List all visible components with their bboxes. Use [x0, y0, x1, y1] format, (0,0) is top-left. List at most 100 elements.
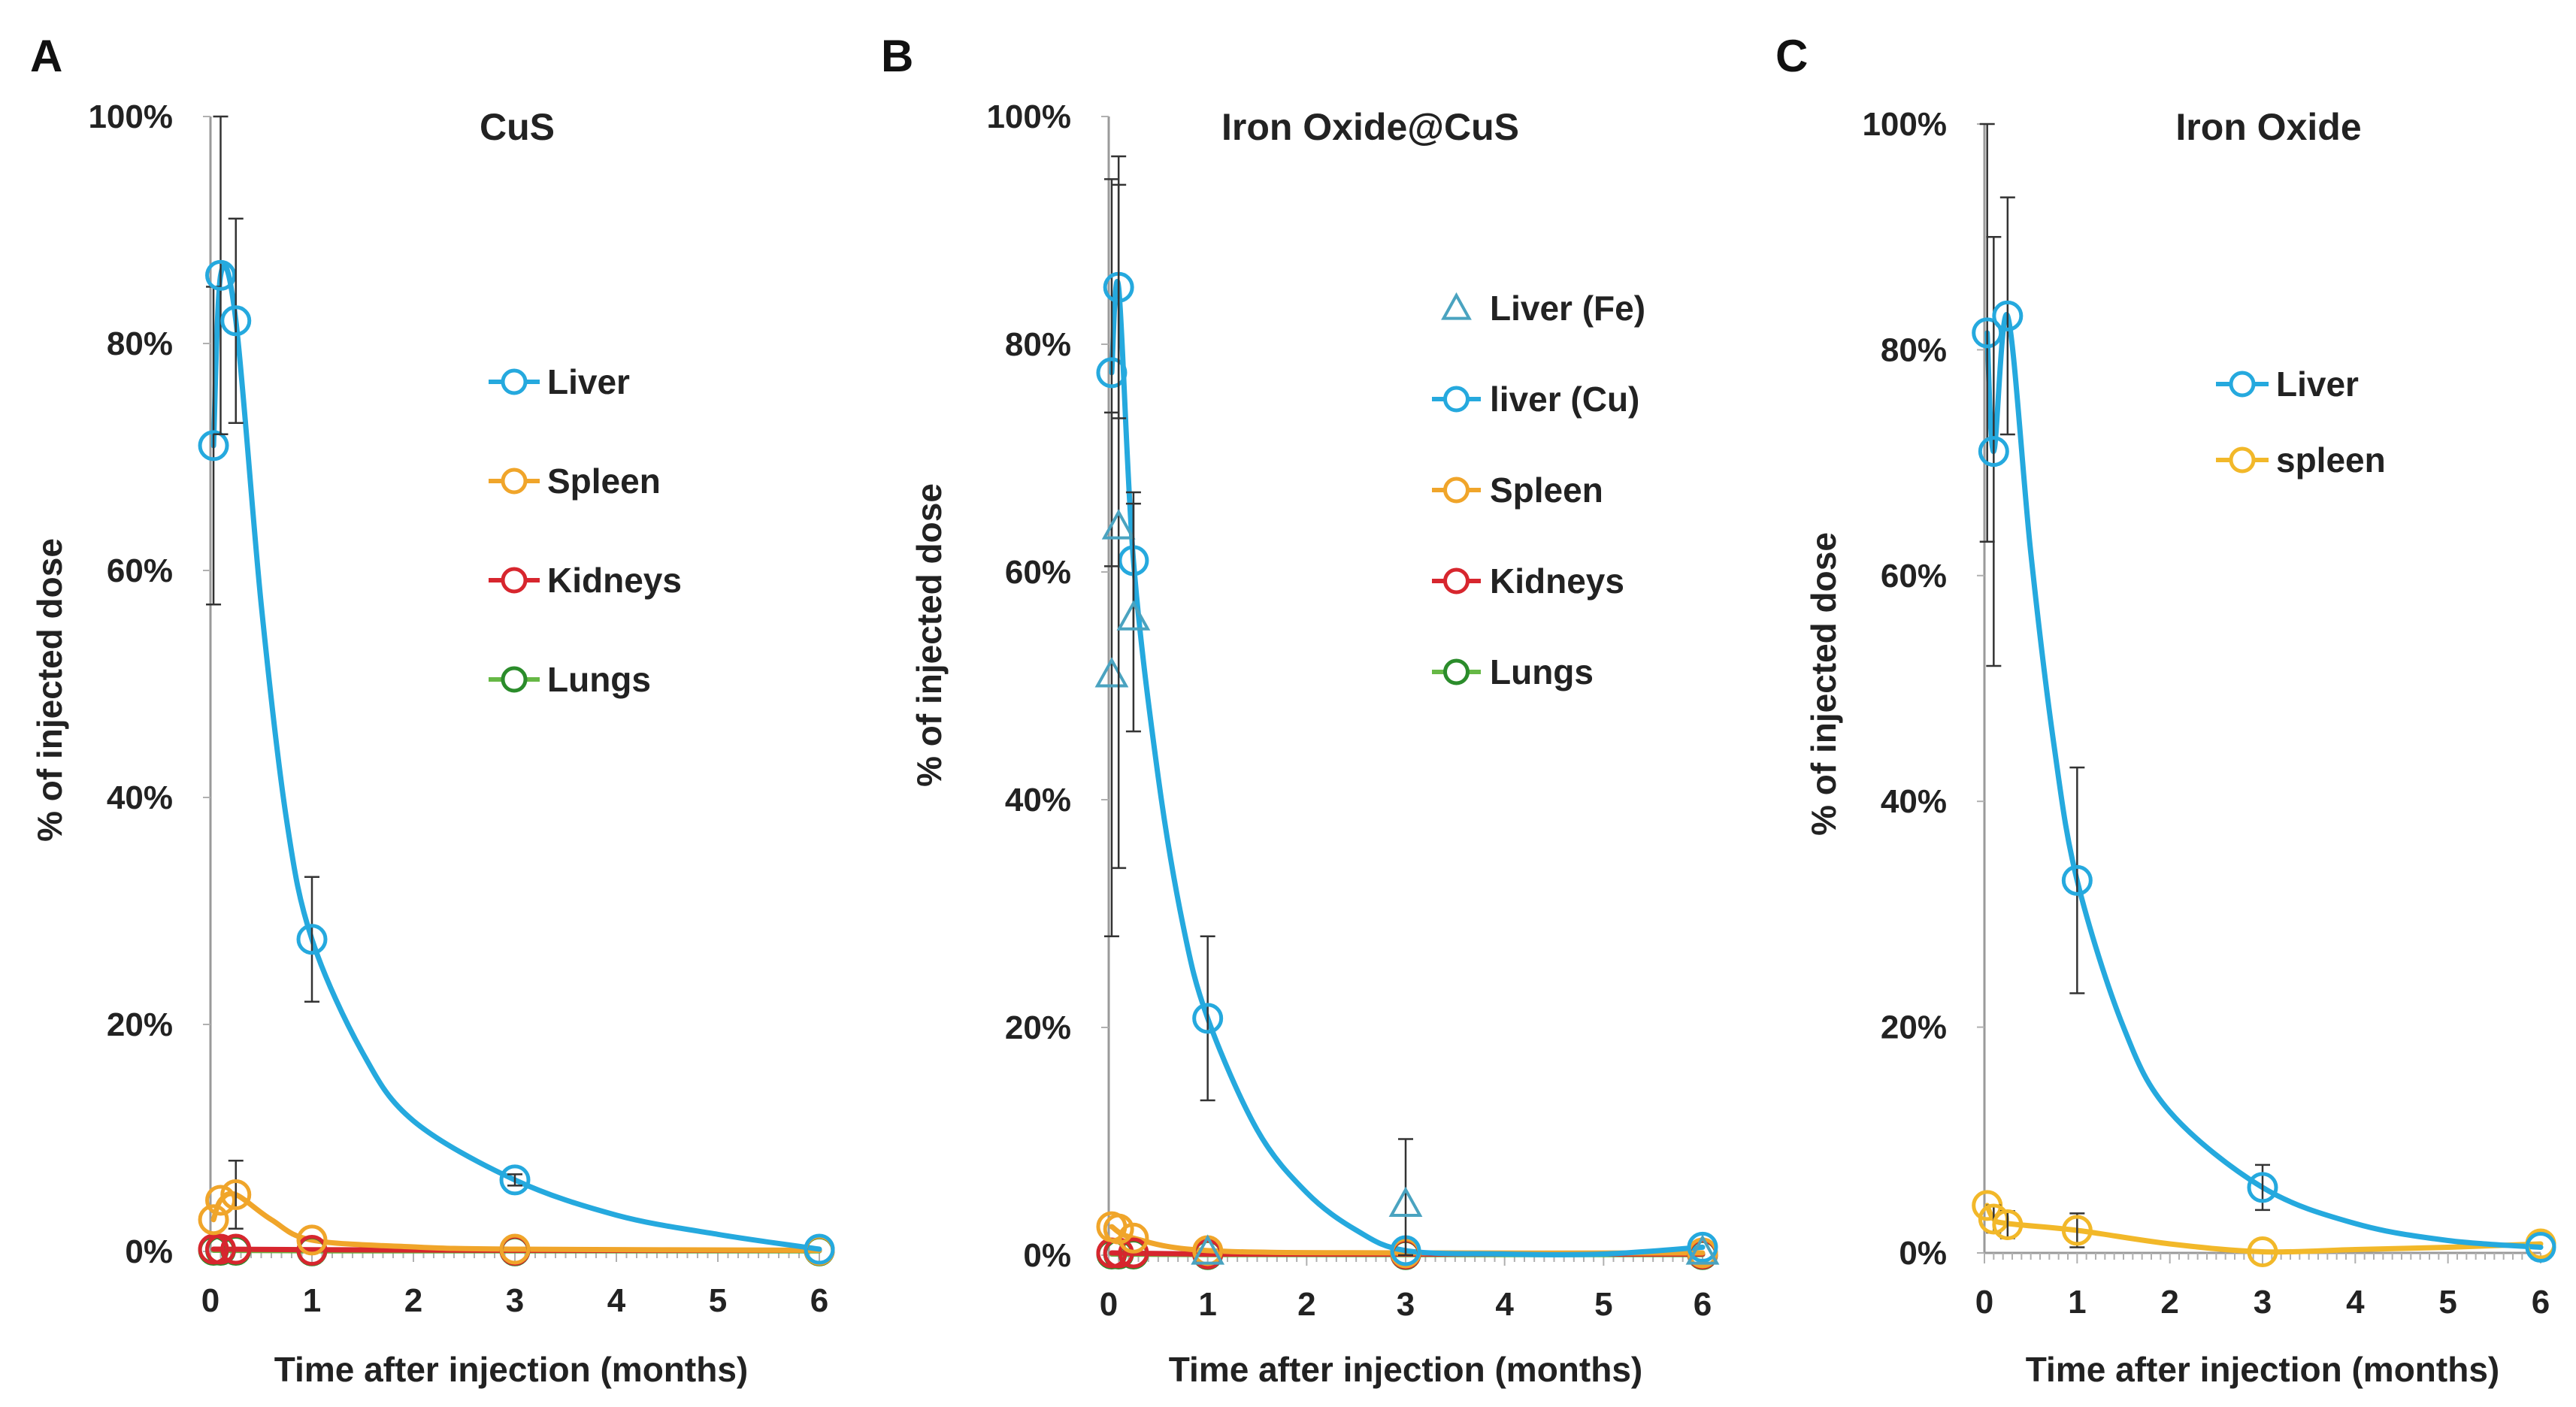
y-tick-label: 80%: [1005, 326, 1071, 363]
y-axis-label-a: % of injected dose: [30, 538, 69, 842]
y-tick-label: 60%: [107, 552, 173, 589]
tick-labels-c: 0% 20% 40% 60% 80% 100% 0 1 2 3 4 5 6: [1862, 106, 2550, 1321]
data-point-liver: [499, 1164, 531, 1196]
plot-area-a: [198, 115, 835, 1266]
legend-marker: [1443, 386, 1470, 413]
legend-label: liver (Cu): [1490, 380, 1639, 419]
x-tick-label: 1: [1198, 1286, 1216, 1323]
legend-item-spleen: Spleen: [489, 461, 661, 501]
x-tick-label: 6: [810, 1282, 828, 1319]
data-point-spleen: [205, 1185, 236, 1216]
data-point-spleen: [2061, 1215, 2093, 1246]
legend-item-spleen: Spleen: [1432, 471, 1603, 510]
data-point-spleen: [1118, 1222, 1149, 1254]
data-point-liver: [296, 924, 328, 955]
data-point-liver: [1992, 300, 2024, 331]
tick-labels-b: 0% 20% 40% 60% 80% 100% 0 1 2 3 4 5 6: [986, 98, 1712, 1323]
y-tick-label: 80%: [1881, 331, 1947, 368]
x-tick-label: 0: [1100, 1286, 1118, 1323]
plot-area-c: [1972, 123, 2556, 1267]
data-point-kidneys: [205, 1233, 236, 1265]
series-line-liver: [210, 263, 822, 1252]
x-tick-label: 3: [1397, 1286, 1415, 1323]
legend-marker: [1443, 477, 1470, 504]
legend-label: Liver: [2276, 365, 2359, 404]
y-axis-label-c: % of injected dose: [1804, 532, 1843, 836]
legend-item-liver-fe: Liver (Fe): [1441, 289, 1645, 328]
legend-marker: [1443, 658, 1470, 685]
y-tick-label: 100%: [88, 98, 173, 135]
legend-label: Lungs: [547, 660, 651, 699]
x-tick-label: 4: [2346, 1284, 2365, 1321]
y-tick-label: 60%: [1881, 558, 1947, 595]
data-point-liver: [1972, 317, 2003, 349]
legend-marker: [2229, 371, 2256, 398]
data-point-liver-cu: [1096, 357, 1128, 389]
chart-title-a: CuS: [480, 106, 555, 148]
x-tick-label: 5: [2438, 1284, 2456, 1321]
data-point-kidneys: [220, 1233, 252, 1265]
x-tick-label: 5: [709, 1282, 727, 1319]
data-point-liver-fe: [1685, 1234, 1720, 1265]
legend-label: Lungs: [1490, 652, 1594, 691]
data-point-liver: [1978, 436, 2009, 467]
data-point-liver: [198, 430, 229, 461]
x-axis-label-b: Time after injection (months): [1169, 1350, 1642, 1389]
legend-item-liver: Liver: [2216, 365, 2359, 404]
panel-letter-c: C: [1775, 31, 1808, 81]
x-tick-label: 4: [1495, 1286, 1514, 1323]
data-point-liver-fe: [1191, 1234, 1225, 1265]
legend-label: Kidneys: [547, 561, 682, 600]
x-tick-label: 0: [1975, 1284, 1993, 1321]
chart-title-c: Iron Oxide: [2175, 106, 2361, 148]
legend-label: Liver: [547, 362, 630, 401]
series-line-spleen: [210, 1191, 822, 1253]
series-line-spleen: [1984, 1203, 2544, 1255]
y-axis-label-b: % of injected dose: [910, 483, 949, 787]
legend-marker: [2229, 446, 2256, 474]
data-point-liver-cu: [1192, 1003, 1224, 1034]
legend-item-liver: Liver: [489, 362, 630, 401]
y-tick-label: 60%: [1005, 554, 1071, 591]
x-tick-label: 6: [1694, 1286, 1712, 1323]
legend-item-lungs: Lungs: [1432, 652, 1594, 691]
y-tick-label: 0%: [1899, 1235, 1947, 1272]
y-tick-label: 20%: [1881, 1009, 1947, 1046]
data-point-spleen: [296, 1224, 328, 1256]
data-point-liver: [2247, 1172, 2278, 1203]
data-point-liver-fe: [1388, 1186, 1423, 1218]
legend-marker: [1441, 292, 1472, 320]
data-point-kidneys: [1118, 1237, 1149, 1269]
y-tick-label: 0%: [1023, 1237, 1071, 1274]
data-point-liver: [205, 259, 236, 291]
legend-label: spleen: [2276, 440, 2386, 480]
data-point-spleen: [1992, 1209, 2024, 1240]
x-tick-label: 2: [2160, 1284, 2178, 1321]
series-line-liver: [1984, 312, 2544, 1250]
data-point-spleen: [2247, 1236, 2278, 1267]
legend-marker: [501, 666, 528, 693]
data-point-kidneys: [296, 1234, 328, 1266]
legend-marker: [501, 567, 528, 594]
data-point-spleen: [1103, 1213, 1134, 1245]
y-tick-label: 80%: [107, 325, 173, 362]
y-tick-label: 40%: [107, 779, 173, 816]
panel-b: B Iron Oxide@CuS % of injected dose Time…: [881, 31, 1720, 1389]
panel-a: A CuS % of injected dose Time after inje…: [30, 31, 835, 1389]
data-point-liver: [220, 305, 252, 337]
y-tick-label: 0%: [125, 1233, 173, 1270]
data-point-spleen: [220, 1179, 252, 1210]
x-tick-label: 6: [2532, 1284, 2550, 1321]
legend-item-spleen: spleen: [2216, 440, 2386, 480]
legend-marker: [501, 467, 528, 495]
y-tick-label: 40%: [1881, 783, 1947, 820]
y-tick-label: 20%: [1005, 1009, 1071, 1046]
data-point-liver: [804, 1233, 835, 1265]
x-axis-label-a: Time after injection (months): [274, 1350, 748, 1389]
legend-c: Liver spleen: [2216, 365, 2386, 480]
x-tick-label: 0: [201, 1282, 219, 1319]
legend-marker: [1443, 567, 1470, 595]
data-point-liver: [2525, 1231, 2556, 1263]
x-tick-label: 2: [404, 1282, 422, 1319]
